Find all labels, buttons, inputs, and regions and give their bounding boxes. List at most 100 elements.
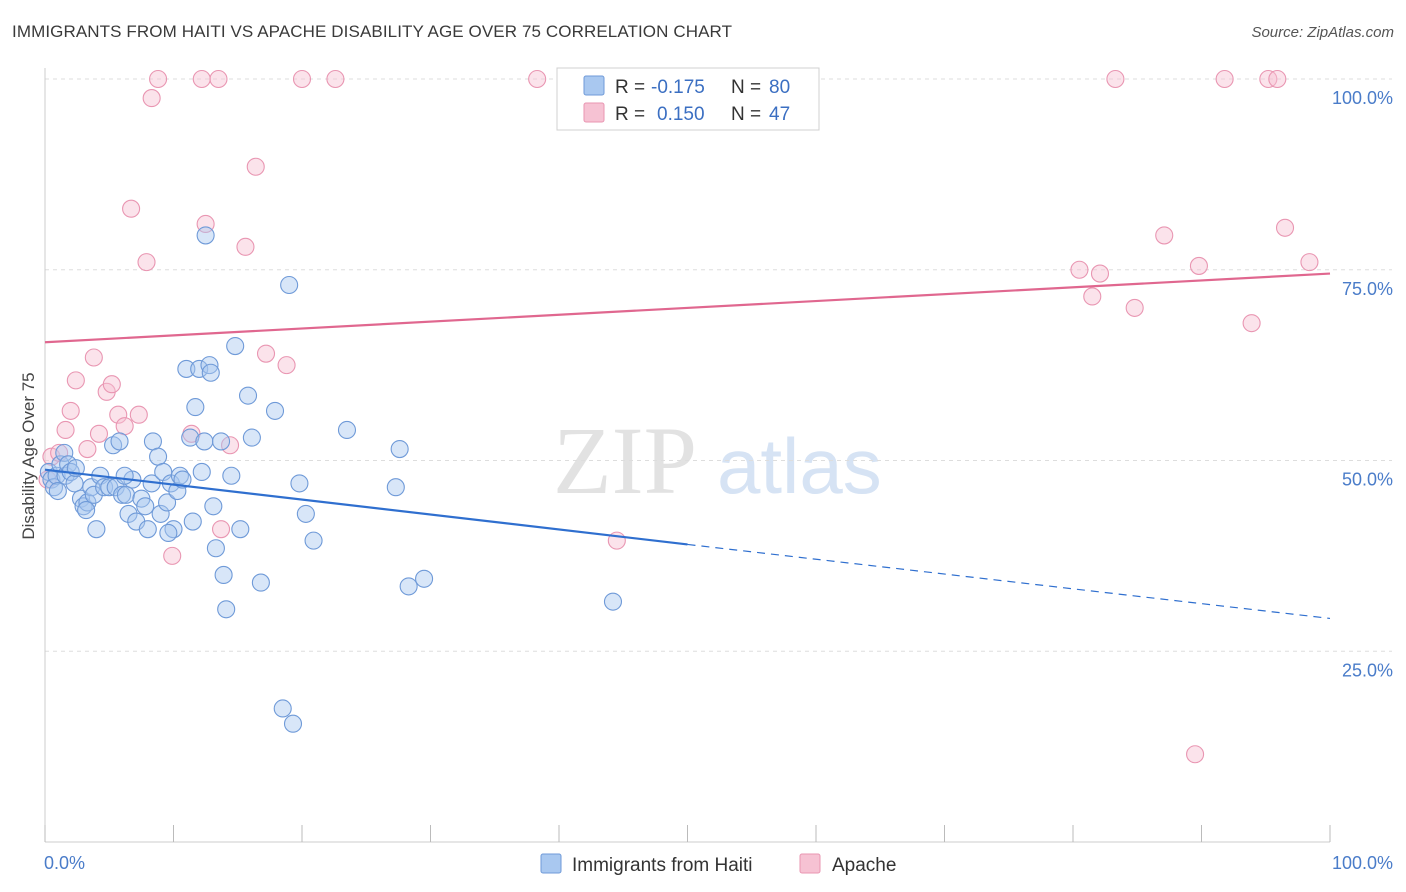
bottom-legend-swatch-apache — [799, 853, 821, 874]
apache-point — [142, 89, 161, 108]
haiti-point — [186, 398, 205, 417]
haiti-point — [390, 440, 409, 459]
apache-point — [277, 356, 296, 375]
apache-point — [209, 69, 228, 89]
apache-point — [528, 69, 547, 89]
x-tick-labels: 0.0% 100.0% — [44, 853, 1393, 873]
y-tick-label: 50.0% — [1342, 470, 1393, 490]
haiti-point — [149, 447, 168, 466]
apache-point — [1070, 260, 1089, 279]
apache-point — [1090, 264, 1110, 283]
haiti-point — [173, 470, 192, 489]
apache-point — [38, 470, 57, 489]
x-tick-label-max: 100.0% — [1332, 853, 1393, 873]
legend-n-label-apache: N = — [731, 104, 761, 125]
haiti-point — [214, 565, 233, 585]
haiti-point — [151, 504, 170, 523]
haiti-point — [399, 577, 418, 596]
haiti-point — [119, 504, 138, 523]
apache-point — [1242, 314, 1261, 333]
haiti-point — [78, 493, 97, 512]
haiti-point — [265, 401, 285, 420]
haiti-point — [211, 432, 231, 451]
haiti-point — [222, 466, 241, 485]
apache-point — [256, 344, 276, 363]
apache-point — [149, 69, 168, 89]
apache-point — [78, 440, 97, 459]
haiti-point — [138, 520, 157, 539]
haiti-point — [273, 699, 292, 718]
chart-title: IMMIGRANTS FROM HAITI VS APACHE DISABILI… — [12, 22, 733, 41]
haiti-point — [192, 462, 211, 481]
apache-point — [115, 417, 134, 436]
apache-point — [137, 253, 156, 272]
apache-point — [61, 401, 80, 420]
haiti-point — [168, 481, 187, 501]
legend-r-label-haiti: R = — [615, 77, 645, 98]
haiti-point — [116, 485, 136, 504]
y-tick-labels: 25.0% 50.0% 75.0% 100.0% — [1332, 88, 1393, 680]
haiti-trend-line — [44, 468, 688, 546]
legend-r-value-haiti: -0.175 — [651, 77, 705, 98]
apache-point — [89, 424, 109, 443]
legend-swatch-haiti — [583, 75, 605, 96]
haiti-point — [55, 443, 74, 462]
apache-point — [56, 420, 75, 440]
legend-n-label-haiti: N = — [731, 77, 761, 98]
apache-point — [66, 371, 85, 390]
apache-point — [1189, 256, 1208, 275]
haiti-point — [113, 485, 132, 504]
haiti-point — [337, 420, 357, 440]
bottom-legend-swatch-haiti — [540, 853, 562, 874]
y-tick-label: 100.0% — [1332, 88, 1393, 108]
haiti-point — [158, 493, 177, 512]
apache-point — [211, 520, 231, 539]
haiti-point — [200, 356, 219, 375]
haiti-point — [283, 714, 303, 733]
apache-point — [109, 405, 128, 424]
haiti-point — [136, 497, 155, 516]
haiti-point — [304, 531, 323, 550]
watermark-atlas: atlas — [717, 422, 882, 510]
haiti-point — [159, 523, 178, 543]
apache-point — [1106, 69, 1125, 89]
haiti-point — [280, 275, 299, 295]
haiti-point — [195, 432, 214, 451]
bottom-legend-label-haiti: Immigrants from Haiti — [572, 855, 753, 876]
apache-point — [246, 157, 265, 176]
y-axis-label: Disability Age Over 75 — [19, 372, 38, 539]
apache-point — [122, 199, 141, 218]
haiti-point — [183, 512, 202, 531]
haiti-point — [206, 539, 225, 558]
legend-swatch-apache — [583, 102, 605, 123]
haiti-point — [110, 432, 129, 451]
haiti-point — [603, 592, 623, 611]
apache-point — [192, 69, 211, 89]
apache-point — [220, 436, 240, 455]
haiti-point — [238, 386, 258, 405]
haiti-point — [226, 336, 245, 356]
axes — [44, 68, 1331, 843]
apache-point — [1275, 218, 1295, 237]
bottom-legend-label-apache: Apache — [832, 855, 896, 876]
legend: R = -0.175 N = 80 R = 0.150 N = 47 — [556, 67, 820, 131]
haiti-point — [296, 504, 315, 523]
haiti-point — [77, 501, 96, 520]
haiti-point — [65, 474, 84, 493]
haiti-point — [87, 520, 106, 539]
y-tick-label: 25.0% — [1342, 660, 1393, 680]
legend-n-value-apache: 47 — [769, 104, 790, 125]
haiti-point — [181, 428, 200, 447]
haiti-trend-extension — [687, 543, 1331, 620]
apache-point — [1215, 69, 1234, 89]
apache-point — [1125, 298, 1144, 317]
haiti-point — [386, 478, 405, 497]
legend-n-value-haiti: 80 — [769, 77, 790, 98]
apache-point — [1186, 745, 1205, 764]
haiti-point — [143, 432, 162, 451]
haiti-point — [231, 520, 250, 539]
haiti-point — [196, 226, 215, 245]
haiti-point — [415, 569, 434, 588]
haiti-point — [51, 455, 70, 474]
